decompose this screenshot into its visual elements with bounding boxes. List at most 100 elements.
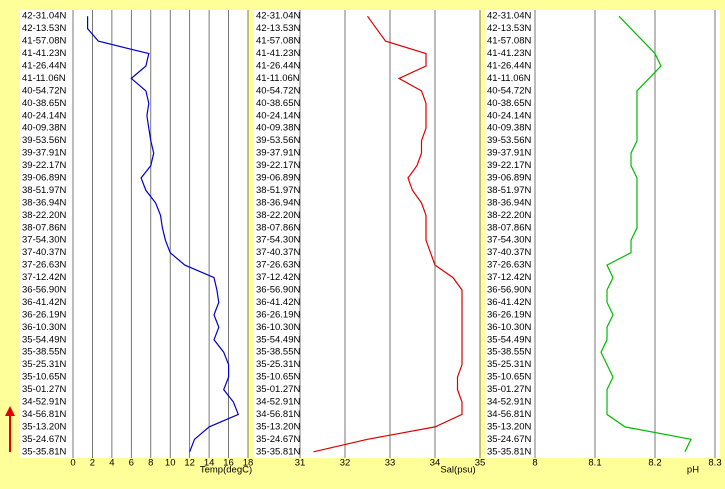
y-tick-label: 36-41.42N (256, 297, 301, 308)
y-tick-label: 38-22.20N (256, 210, 301, 221)
y-tick-label: 35-25.31N (487, 359, 532, 370)
y-tick-label: 35-54.49N (487, 334, 532, 345)
profile-line (87, 16, 240, 453)
y-tick-label: 35-35.81N (487, 446, 532, 457)
y-tick-label: 41-26.44N (256, 61, 301, 72)
y-tick-label: 37-12.42N (487, 272, 532, 283)
y-tick-label: 35-01.27N (22, 384, 67, 395)
x-tick-label: 4 (109, 458, 114, 469)
x-tick-label: 8.3 (708, 458, 721, 469)
y-tick-label: 35-10.65N (22, 372, 67, 383)
y-tick-label: 38-07.86N (256, 222, 301, 233)
x-tick-label: 16 (223, 458, 234, 469)
y-tick-label: 35-13.20N (256, 421, 301, 432)
y-tick-label: 36-56.90N (22, 285, 67, 296)
y-tick-label: 37-40.37N (487, 247, 532, 258)
y-tick-label: 41-41.23N (487, 48, 532, 59)
x-tick-label: 8.1 (588, 458, 601, 469)
y-tick-label: 42-31.04N (22, 11, 67, 22)
y-tick-label: 35-25.31N (256, 359, 301, 370)
x-axis-label: Temp(degC) (200, 465, 252, 476)
x-tick-label: 33 (385, 458, 396, 469)
y-tick-label: 36-41.42N (22, 297, 67, 308)
y-tick-label: 35-38.55N (487, 347, 532, 358)
y-tick-label: 41-41.23N (22, 48, 67, 59)
y-tick-label: 42-31.04N (256, 11, 301, 22)
y-tick-label: 36-10.30N (487, 322, 532, 333)
y-tick-label: 39-53.56N (256, 135, 301, 146)
y-tick-label: 39-06.89N (22, 173, 67, 184)
y-tick-label: 39-06.89N (487, 173, 532, 184)
x-tick-label: 12 (184, 458, 195, 469)
y-tick-label: 38-07.86N (22, 222, 67, 233)
y-tick-label: 40-24.14N (256, 110, 301, 121)
y-tick-label: 38-36.94N (256, 197, 301, 208)
y-tick-label: 38-51.97N (487, 185, 532, 196)
y-tick-label: 40-24.14N (22, 110, 67, 121)
y-tick-label: 36-10.30N (256, 322, 301, 333)
x-axis-label: Sal(psu) (440, 465, 475, 476)
y-tick-label: 36-26.19N (256, 309, 301, 320)
x-tick-label: 18 (243, 458, 254, 469)
y-tick-label: 35-38.55N (256, 347, 301, 358)
y-tick-label: 39-53.56N (22, 135, 67, 146)
x-tick-label: 10 (165, 458, 176, 469)
x-tick-label: 35 (475, 458, 486, 469)
x-tick-label: 8 (148, 458, 153, 469)
x-axis-label: pH (687, 465, 699, 476)
y-tick-label: 40-54.72N (256, 85, 301, 96)
y-tick-label: 39-06.89N (256, 173, 301, 184)
y-tick-label: 38-22.20N (487, 210, 532, 221)
y-tick-label: 39-22.17N (487, 160, 532, 171)
y-tick-label: 34-56.81N (22, 409, 67, 420)
y-tick-label: 40-24.14N (487, 110, 532, 121)
y-tick-label: 36-26.19N (22, 309, 67, 320)
y-tick-label: 40-54.72N (22, 85, 67, 96)
y-tick-label: 42-31.04N (487, 11, 532, 22)
y-tick-label: 40-09.38N (22, 123, 67, 134)
arrow-head (5, 406, 15, 416)
y-tick-label: 38-51.97N (22, 185, 67, 196)
y-tick-label: 38-07.86N (487, 222, 532, 233)
y-tick-label: 39-22.17N (22, 160, 67, 171)
x-tick-label: 8 (532, 458, 537, 469)
y-tick-label: 41-11.06N (487, 73, 531, 84)
y-tick-label: 41-11.06N (256, 73, 300, 84)
y-tick-label: 35-10.65N (487, 372, 532, 383)
x-tick-label: 0 (70, 458, 75, 469)
y-tick-label: 35-35.81N (22, 446, 67, 457)
y-tick-label: 35-54.49N (22, 334, 67, 345)
y-tick-label: 35-38.55N (22, 347, 67, 358)
y-tick-label: 41-26.44N (22, 61, 67, 72)
y-tick-label: 36-26.19N (487, 309, 532, 320)
y-tick-label: 41-11.06N (22, 73, 66, 84)
y-tick-label: 35-10.65N (256, 372, 301, 383)
x-tick-label: 31 (295, 458, 306, 469)
y-tick-label: 39-37.91N (22, 148, 67, 159)
y-tick-label: 38-22.20N (22, 210, 67, 221)
x-tick-label: 32 (340, 458, 351, 469)
y-tick-label: 41-26.44N (487, 61, 532, 72)
profile-line (313, 15, 463, 453)
y-tick-label: 41-57.08N (487, 36, 532, 47)
y-tick-label: 36-56.90N (256, 285, 301, 296)
y-tick-label: 37-26.63N (487, 260, 532, 271)
y-tick-label: 40-38.65N (22, 98, 67, 109)
y-tick-label: 42-13.53N (22, 23, 67, 34)
y-tick-label: 35-24.67N (256, 434, 301, 445)
y-tick-label: 36-41.42N (487, 297, 532, 308)
y-tick-label: 37-54.30N (487, 235, 532, 246)
y-tick-label: 40-54.72N (487, 85, 532, 96)
y-tick-label: 37-12.42N (256, 272, 301, 283)
y-tick-label: 39-53.56N (487, 135, 532, 146)
y-tick-label: 37-40.37N (256, 247, 301, 258)
plot-area (20, 10, 248, 458)
y-tick-label: 42-13.53N (487, 23, 532, 34)
y-tick-label: 35-13.20N (487, 421, 532, 432)
y-tick-label: 40-38.65N (487, 98, 532, 109)
y-tick-label: 38-36.94N (487, 197, 532, 208)
plot-area (254, 10, 480, 458)
y-tick-label: 35-24.67N (22, 434, 67, 445)
y-tick-label: 37-26.63N (22, 260, 67, 271)
y-tick-label: 37-26.63N (256, 260, 301, 271)
